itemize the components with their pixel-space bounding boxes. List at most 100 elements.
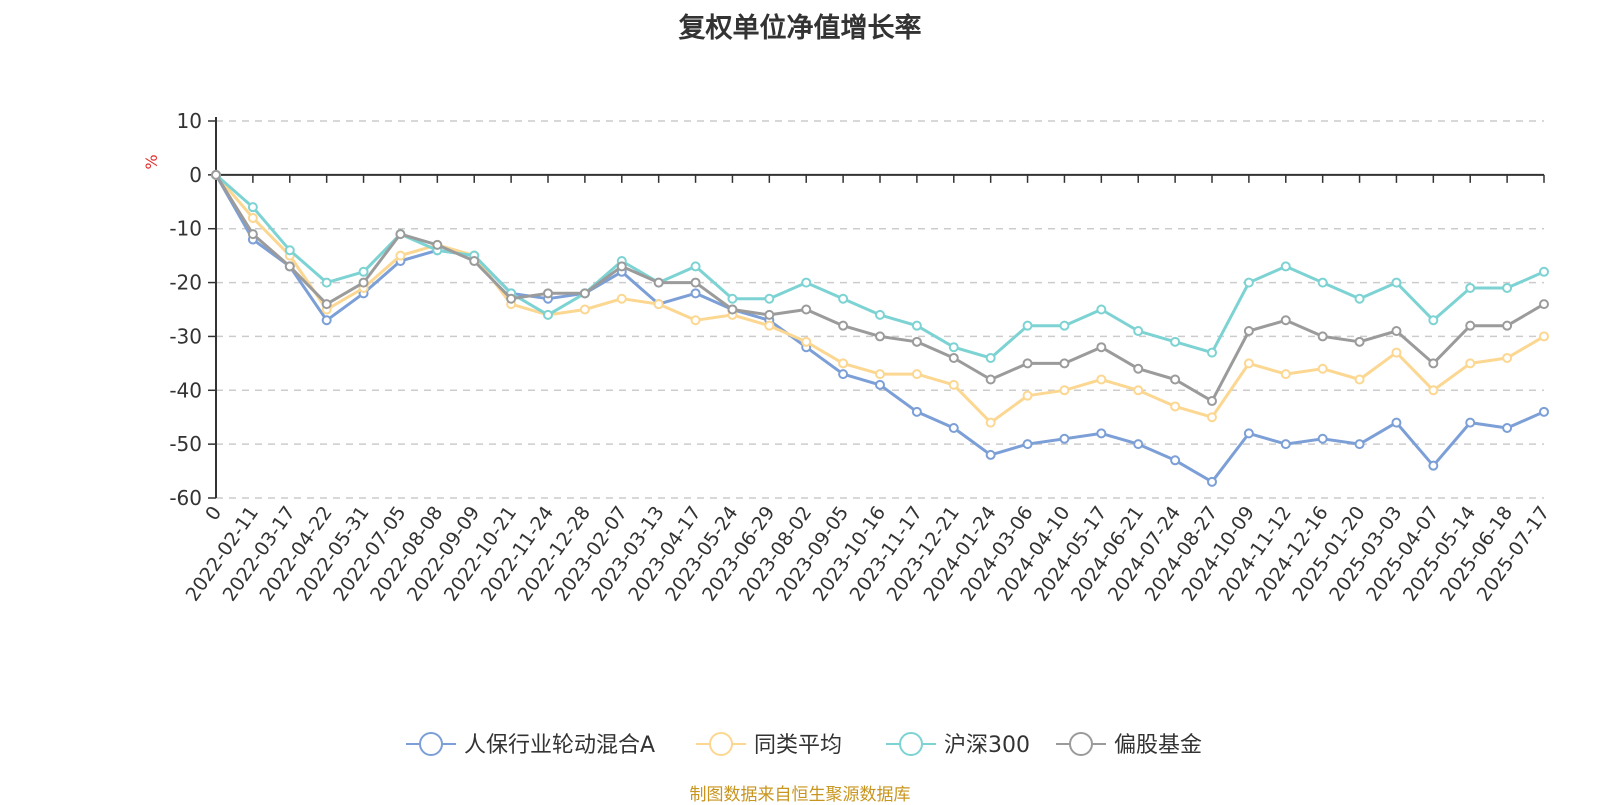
- data-point: [1022, 320, 1033, 331]
- series-lines: [211, 169, 1549, 487]
- data-point: [1354, 336, 1365, 347]
- y-tick-label: -20: [169, 271, 202, 295]
- data-point: [1022, 439, 1033, 450]
- data-point: [911, 336, 922, 347]
- data-point: [1059, 358, 1070, 369]
- y-tick-label: -30: [169, 324, 202, 348]
- data-point: [1465, 417, 1476, 428]
- x-tick-label: 0: [201, 502, 226, 525]
- data-point: [1502, 422, 1513, 433]
- data-point: [1465, 282, 1476, 293]
- legend-item-3[interactable]: 偏股基金: [1056, 732, 1202, 758]
- legend-label: 同类平均: [754, 733, 842, 758]
- data-point: [801, 277, 812, 288]
- data-point: [838, 369, 849, 380]
- data-point: [1280, 439, 1291, 450]
- legend-item-2[interactable]: 沪深300: [886, 732, 1030, 758]
- data-point: [1502, 320, 1513, 331]
- legend-marker: [419, 732, 443, 756]
- data-point: [1502, 352, 1513, 363]
- legend-label: 人保行业轮动混合A: [464, 733, 655, 758]
- y-axis-unit: %: [142, 154, 161, 169]
- data-point: [764, 293, 775, 304]
- data-point: [838, 358, 849, 369]
- data-point: [1280, 369, 1291, 380]
- data-point: [1391, 347, 1402, 358]
- data-point: [1096, 428, 1107, 439]
- data-point: [838, 293, 849, 304]
- data-point: [247, 212, 258, 223]
- data-point: [690, 277, 701, 288]
- series-line-3: [214, 174, 1545, 403]
- data-point: [948, 422, 959, 433]
- data-point: [801, 304, 812, 315]
- data-point: [764, 309, 775, 320]
- data-point: [1280, 315, 1291, 326]
- data-point: [1170, 401, 1181, 412]
- series-line-0: [214, 174, 1545, 484]
- data-point: [211, 169, 221, 180]
- data-point: [1354, 439, 1365, 450]
- data-point: [432, 239, 443, 250]
- data-point: [727, 304, 738, 315]
- data-point: [653, 299, 664, 310]
- data-point: [985, 374, 996, 385]
- data-point: [1059, 385, 1070, 396]
- chart-title: 复权单位净值增长率: [678, 13, 922, 44]
- y-tick-label: -50: [169, 432, 202, 456]
- legend-item-0[interactable]: 人保行业轮动混合A: [406, 732, 655, 758]
- series-line-2: [215, 173, 1545, 360]
- data-point: [727, 293, 738, 304]
- data-point: [1133, 385, 1144, 396]
- data-point: [1243, 326, 1254, 337]
- data-point: [911, 369, 922, 380]
- data-point: [1428, 460, 1439, 471]
- legend-item-1[interactable]: 同类平均: [696, 732, 842, 758]
- data-point: [764, 320, 775, 331]
- data-point: [1317, 331, 1328, 342]
- data-point: [1133, 363, 1144, 374]
- data-point: [801, 336, 812, 347]
- data-point: [616, 293, 627, 304]
- data-point: [948, 379, 959, 390]
- axes: 100-10-20-30-40-50-6002022-02-112022-03-…: [169, 109, 1554, 605]
- data-point: [875, 331, 885, 342]
- data-point: [1243, 428, 1254, 439]
- legend-marker: [1069, 732, 1093, 756]
- data-point: [1022, 390, 1033, 401]
- data-point: [358, 277, 369, 288]
- data-point: [985, 417, 996, 428]
- data-point: [1207, 476, 1217, 487]
- data-point: [1022, 358, 1033, 369]
- source-note: 制图数据来自恒生聚源数据库: [689, 785, 911, 805]
- data-point: [1280, 261, 1291, 272]
- data-point: [875, 379, 885, 390]
- data-point: [1465, 358, 1476, 369]
- data-point: [1133, 326, 1144, 337]
- legend-marker: [899, 732, 923, 756]
- data-point: [875, 309, 885, 320]
- data-point: [1391, 326, 1402, 337]
- data-point: [1502, 282, 1513, 293]
- data-point: [1539, 331, 1549, 342]
- data-point: [284, 245, 295, 256]
- data-point: [1354, 293, 1365, 304]
- data-point: [321, 299, 332, 310]
- data-point: [1465, 320, 1476, 331]
- data-point: [1428, 385, 1439, 396]
- data-point: [985, 449, 996, 460]
- data-point: [1059, 433, 1070, 444]
- data-point: [579, 304, 590, 315]
- data-point: [1539, 406, 1549, 417]
- data-point: [1170, 374, 1181, 385]
- data-point: [911, 406, 922, 417]
- data-point: [1096, 374, 1107, 385]
- legend[interactable]: 人保行业轮动混合A 同类平均 沪深300 偏股基金: [406, 732, 1202, 758]
- data-point: [911, 320, 922, 331]
- data-point: [875, 369, 885, 380]
- data-point: [395, 250, 406, 261]
- data-point: [247, 202, 258, 213]
- y-tick-label: 10: [177, 109, 202, 133]
- data-point: [985, 352, 996, 363]
